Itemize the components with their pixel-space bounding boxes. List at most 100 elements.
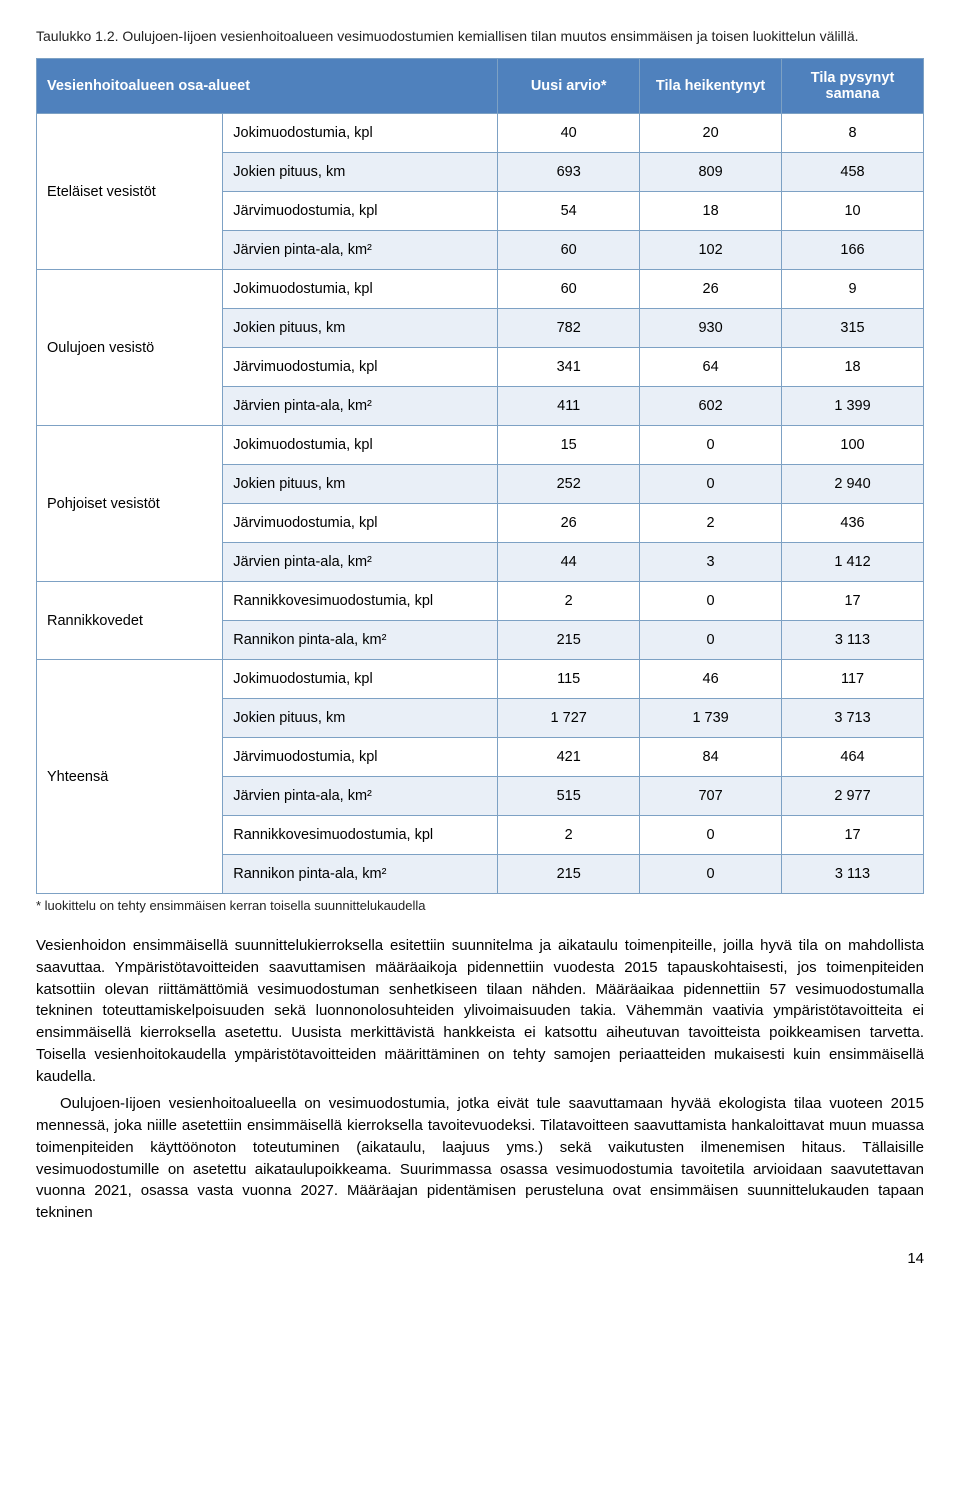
cell-value: 0: [640, 582, 782, 621]
cell-value: 46: [640, 660, 782, 699]
header-col2: Tila heiken­tynyt: [640, 59, 782, 114]
header-group: Vesienhoitoalueen osa-alueet: [37, 59, 498, 114]
group-label: Yhteensä: [37, 660, 223, 894]
cell-value: 341: [498, 348, 640, 387]
cell-value: 809: [640, 153, 782, 192]
cell-value: 515: [498, 777, 640, 816]
row-label: Jokien pituus, km: [223, 309, 498, 348]
cell-value: 458: [782, 153, 924, 192]
row-label: Järvimuodostumia, kpl: [223, 192, 498, 231]
cell-value: 0: [640, 621, 782, 660]
table-row: RannikkovedetRannikkovesimuodostumia, kp…: [37, 582, 924, 621]
cell-value: 17: [782, 816, 924, 855]
cell-value: 26: [498, 504, 640, 543]
row-label: Järvien pinta-ala, km²: [223, 231, 498, 270]
cell-value: 9: [782, 270, 924, 309]
cell-value: 3 113: [782, 855, 924, 894]
header-col3: Tila pysynyt samana: [782, 59, 924, 114]
paragraph: Oulujoen-Iijoen vesienhoitoalueella on v…: [36, 1093, 924, 1224]
cell-value: 602: [640, 387, 782, 426]
row-label: Rannikon pinta-ala, km²: [223, 621, 498, 660]
table-row: YhteensäJokimuodostumia, kpl11546117: [37, 660, 924, 699]
cell-value: 117: [782, 660, 924, 699]
cell-value: 315: [782, 309, 924, 348]
cell-value: 693: [498, 153, 640, 192]
cell-value: 60: [498, 231, 640, 270]
cell-value: 1 727: [498, 699, 640, 738]
cell-value: 64: [640, 348, 782, 387]
row-label: Jokien pituus, km: [223, 465, 498, 504]
row-label: Jokimuodostumia, kpl: [223, 426, 498, 465]
cell-value: 0: [640, 426, 782, 465]
paragraph: Vesienhoidon ensimmäisellä suunnitteluki…: [36, 935, 924, 1087]
cell-value: 707: [640, 777, 782, 816]
cell-value: 15: [498, 426, 640, 465]
cell-value: 930: [640, 309, 782, 348]
row-label: Järvimuodostumia, kpl: [223, 504, 498, 543]
cell-value: 102: [640, 231, 782, 270]
group-label: Pohjoiset vesistöt: [37, 426, 223, 582]
cell-value: 20: [640, 114, 782, 153]
cell-value: 436: [782, 504, 924, 543]
cell-value: 10: [782, 192, 924, 231]
cell-value: 0: [640, 816, 782, 855]
table-row: Pohjoiset vesistötJokimuodostumia, kpl15…: [37, 426, 924, 465]
body-text: Vesienhoidon ensimmäisellä suunnitteluki…: [36, 935, 924, 1224]
row-label: Rannikon pinta-ala, km²: [223, 855, 498, 894]
header-col1: Uusi arvio*: [498, 59, 640, 114]
cell-value: 26: [640, 270, 782, 309]
page-number: 14: [36, 1250, 924, 1267]
cell-value: 3 113: [782, 621, 924, 660]
data-table: Vesienhoitoalueen osa-alueet Uusi arvio*…: [36, 58, 924, 894]
cell-value: 8: [782, 114, 924, 153]
cell-value: 215: [498, 855, 640, 894]
table-row: Oulujoen vesistöJokimuodostumia, kpl6026…: [37, 270, 924, 309]
cell-value: 464: [782, 738, 924, 777]
cell-value: 44: [498, 543, 640, 582]
group-label: Eteläiset vesistöt: [37, 114, 223, 270]
cell-value: 0: [640, 855, 782, 894]
cell-value: 17: [782, 582, 924, 621]
cell-value: 3: [640, 543, 782, 582]
cell-value: 2 977: [782, 777, 924, 816]
cell-value: 2: [640, 504, 782, 543]
cell-value: 100: [782, 426, 924, 465]
cell-value: 166: [782, 231, 924, 270]
cell-value: 215: [498, 621, 640, 660]
table-footnote: * luokittelu on tehty ensimmäisen kerran…: [36, 898, 924, 913]
cell-value: 84: [640, 738, 782, 777]
row-label: Järvimuodostumia, kpl: [223, 738, 498, 777]
cell-value: 3 713: [782, 699, 924, 738]
table-caption: Taulukko 1.2. Oulujoen-Iijoen vesienhoit…: [36, 28, 924, 44]
row-label: Jokimuodostumia, kpl: [223, 660, 498, 699]
row-label: Jokimuodostumia, kpl: [223, 270, 498, 309]
row-label: Järvien pinta-ala, km²: [223, 387, 498, 426]
cell-value: 1 412: [782, 543, 924, 582]
cell-value: 782: [498, 309, 640, 348]
cell-value: 54: [498, 192, 640, 231]
row-label: Rannikkovesimuodostumia, kpl: [223, 582, 498, 621]
row-label: Jokien pituus, km: [223, 699, 498, 738]
cell-value: 18: [640, 192, 782, 231]
table-header-row: Vesienhoitoalueen osa-alueet Uusi arvio*…: [37, 59, 924, 114]
cell-value: 2: [498, 816, 640, 855]
cell-value: 115: [498, 660, 640, 699]
cell-value: 1 739: [640, 699, 782, 738]
cell-value: 421: [498, 738, 640, 777]
cell-value: 1 399: [782, 387, 924, 426]
row-label: Järvimuodostumia, kpl: [223, 348, 498, 387]
cell-value: 411: [498, 387, 640, 426]
group-label: Oulujoen vesistö: [37, 270, 223, 426]
table-row: Eteläiset vesistötJokimuodostumia, kpl40…: [37, 114, 924, 153]
cell-value: 252: [498, 465, 640, 504]
row-label: Jokien pituus, km: [223, 153, 498, 192]
cell-value: 2 940: [782, 465, 924, 504]
cell-value: 0: [640, 465, 782, 504]
cell-value: 40: [498, 114, 640, 153]
cell-value: 18: [782, 348, 924, 387]
row-label: Järvien pinta-ala, km²: [223, 543, 498, 582]
cell-value: 60: [498, 270, 640, 309]
row-label: Jokimuodostumia, kpl: [223, 114, 498, 153]
row-label: Rannikkovesimuodostumia, kpl: [223, 816, 498, 855]
row-label: Järvien pinta-ala, km²: [223, 777, 498, 816]
